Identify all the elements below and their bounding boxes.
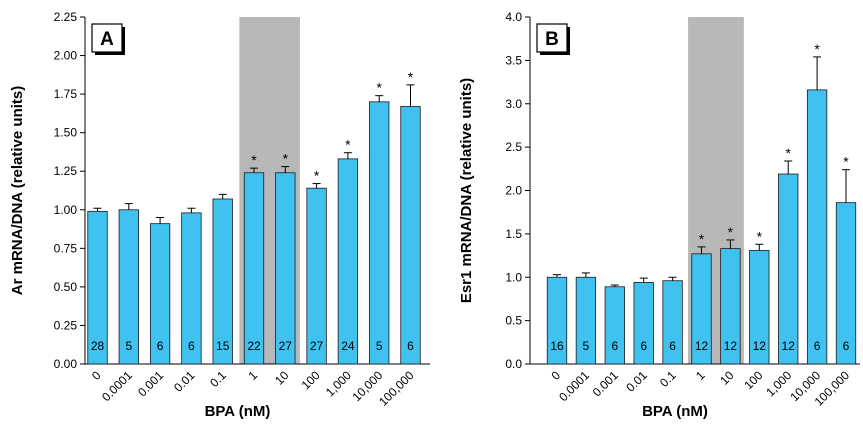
panel-label-box bbox=[91, 23, 123, 53]
x-tick-label: 100 bbox=[741, 368, 765, 392]
y-tick-label: 0.25 bbox=[54, 318, 78, 332]
chart-panel-a: 0.00 0.25 0.50 0.75 1.00 1.25 1.50 1.75 2.00 2.25… bbox=[9, 10, 430, 420]
sample-size-label: 27 bbox=[310, 339, 324, 353]
panel-label-b: B bbox=[545, 29, 559, 50]
x-tick-label: 0.0001 bbox=[99, 368, 135, 404]
y-tick-label: 2.5 bbox=[505, 140, 522, 154]
significance-star: * bbox=[345, 137, 351, 153]
y-tick-label: 3.0 bbox=[505, 97, 522, 111]
x-axis-title: BPA (nM) bbox=[642, 403, 708, 420]
bar bbox=[806, 89, 828, 365]
x-tick-label: 10 bbox=[272, 368, 292, 388]
significance-star: * bbox=[251, 152, 257, 168]
sample-size-label: 5 bbox=[125, 339, 132, 353]
x-tick-label: 0.0001 bbox=[556, 368, 592, 404]
panel-label-box bbox=[536, 23, 568, 53]
x-tick-label: 0.001 bbox=[135, 368, 166, 399]
x-axis-title: BPA (nM) bbox=[205, 403, 271, 420]
x-tick-label: 0 bbox=[548, 368, 563, 383]
y-tick-label: 2.0 bbox=[505, 184, 522, 198]
sample-size-label: 12 bbox=[695, 339, 709, 353]
bar bbox=[337, 158, 359, 365]
y-tick-label: 0.00 bbox=[54, 357, 78, 371]
y-axis-title: Ar mRNA/DNA (relative units) bbox=[9, 86, 26, 295]
bar bbox=[369, 101, 390, 365]
panel-label-a: A bbox=[100, 29, 114, 50]
sample-size-label: 6 bbox=[611, 339, 618, 353]
significance-star: * bbox=[408, 69, 414, 85]
sample-size-label: 24 bbox=[341, 339, 355, 353]
y-tick-label: 0.75 bbox=[54, 241, 78, 255]
y-tick-label: 0.0 bbox=[505, 357, 522, 371]
bar bbox=[778, 173, 799, 365]
y-tick-label: 1.25 bbox=[54, 164, 78, 178]
bar bbox=[275, 172, 296, 365]
significance-star: * bbox=[785, 145, 791, 161]
sample-size-label: 6 bbox=[640, 339, 647, 353]
x-tick-label: 100 bbox=[299, 368, 323, 392]
x-tick-label: 0.001 bbox=[590, 368, 621, 399]
sample-size-label: 6 bbox=[157, 339, 164, 353]
sample-size-label: 16 bbox=[550, 339, 564, 353]
x-tick-label: 1 bbox=[245, 368, 260, 383]
sample-size-label: 12 bbox=[724, 339, 738, 353]
y-tick-label: 0.5 bbox=[505, 314, 522, 328]
sample-size-label: 15 bbox=[216, 339, 230, 353]
sample-size-label: 12 bbox=[753, 339, 767, 353]
significance-star: * bbox=[757, 228, 763, 244]
bar bbox=[400, 106, 421, 365]
chart-panel-b: 0.00.51.01.52.02.53.03.54.016050.000160.… bbox=[458, 10, 860, 420]
y-tick-label: 1.5 bbox=[505, 227, 522, 241]
y-axis-title: Esr1 mRNA/DNA (relative units) bbox=[458, 78, 475, 303]
significance-star: * bbox=[728, 224, 734, 240]
sample-size-label: 27 bbox=[279, 339, 293, 353]
sample-size-label: 6 bbox=[407, 339, 414, 353]
sample-size-label: 5 bbox=[376, 339, 383, 353]
sample-size-label: 5 bbox=[583, 339, 590, 353]
sample-size-label: 12 bbox=[782, 339, 796, 353]
sample-size-label: 6 bbox=[188, 339, 195, 353]
sample-size-label: 28 bbox=[91, 339, 105, 353]
x-tick-label: 0.1 bbox=[657, 368, 679, 390]
sample-size-label: 6 bbox=[843, 339, 850, 353]
significance-star: * bbox=[314, 168, 320, 184]
y-tick-label: 1.00 bbox=[54, 203, 78, 217]
y-tick-label: 0.50 bbox=[54, 280, 78, 294]
y-tick-label: 1.75 bbox=[54, 87, 78, 101]
x-tick-label: 100,000 bbox=[376, 368, 417, 409]
bar bbox=[306, 187, 327, 365]
x-tick-label: 0.1 bbox=[207, 368, 229, 390]
significance-star: * bbox=[699, 231, 705, 247]
sample-size-label: 6 bbox=[814, 339, 821, 353]
sample-size-label: 6 bbox=[669, 339, 676, 353]
significance-star: * bbox=[283, 151, 289, 167]
bar bbox=[243, 172, 265, 365]
y-tick-label: 1.0 bbox=[505, 270, 522, 284]
significance-star: * bbox=[843, 154, 849, 170]
sample-size-label: 22 bbox=[247, 339, 261, 353]
y-tick-label: 4.0 bbox=[505, 10, 522, 24]
x-tick-label: 0.01 bbox=[171, 368, 198, 395]
x-tick-label: 10 bbox=[717, 368, 737, 388]
x-tick-label: 0 bbox=[89, 368, 104, 383]
y-tick-label: 3.5 bbox=[505, 53, 522, 67]
y-tick-label: 1.50 bbox=[54, 126, 78, 140]
significance-star: * bbox=[376, 80, 382, 96]
y-tick-label: 2.25 bbox=[54, 10, 78, 24]
x-tick-label: 0.01 bbox=[623, 368, 650, 395]
significance-star: * bbox=[814, 41, 820, 57]
x-tick-label: 1 bbox=[693, 368, 708, 383]
y-tick-label: 2.00 bbox=[54, 49, 78, 63]
